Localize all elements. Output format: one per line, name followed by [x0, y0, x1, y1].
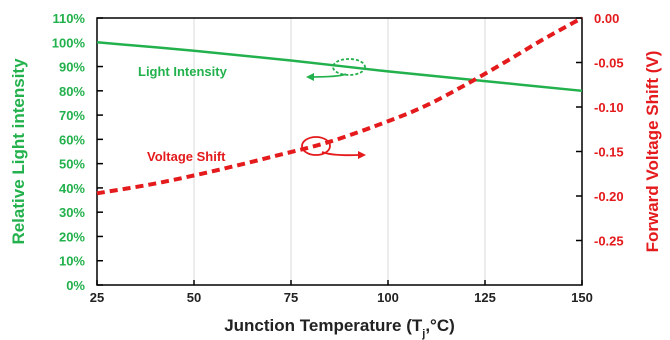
- voltage-shift-label: Voltage Shift: [147, 149, 226, 164]
- left-tick-label: 60%: [59, 132, 85, 147]
- right-tick-label: -0.20: [594, 189, 624, 204]
- x-axis-title-main: Junction Temperature (T: [224, 316, 423, 335]
- right-tick-label: 0.00: [594, 11, 619, 26]
- left-tick-label: 110%: [52, 11, 85, 26]
- x-tick-label: 50: [187, 290, 201, 305]
- left-tick-label: 20%: [59, 229, 85, 244]
- voltage-shift-arrow-line: [321, 151, 361, 157]
- light-intensity-line: [96, 41, 583, 93]
- light-intensity-arrow-head: [306, 73, 314, 81]
- left-tick-label: 50%: [59, 157, 85, 172]
- left-tick-label: 10%: [59, 254, 85, 269]
- voltage-shift-line: [96, 16, 583, 196]
- left-tick-label: 100%: [52, 35, 86, 50]
- x-axis-title-suffix: ,°C): [425, 316, 454, 335]
- x-tick-label: 150: [571, 290, 593, 305]
- x-tick-label: 75: [284, 290, 298, 305]
- right-tick-label: -0.10: [594, 100, 624, 115]
- series-layer: [96, 16, 583, 196]
- x-tick-label: 100: [377, 290, 399, 305]
- voltage-shift-arrow-head: [358, 151, 366, 159]
- right-tick-label: -0.05: [594, 56, 624, 71]
- annotation-layer: Light Intensity Voltage Shift: [138, 58, 366, 164]
- light-intensity-label: Light Intensity: [138, 64, 228, 79]
- x-axis-ticks: 25 50 75 100 125 150: [90, 280, 593, 305]
- x-tick-label: 125: [474, 290, 496, 305]
- left-axis-title: Relative Light intensity: [9, 58, 28, 245]
- right-axis-title: Forward Voltage Shift (V): [643, 51, 662, 253]
- left-tick-label: 30%: [59, 205, 85, 220]
- left-tick-label: 90%: [59, 60, 85, 75]
- right-tick-label: -0.25: [594, 234, 624, 249]
- x-axis-title-subscript: j: [421, 328, 425, 340]
- x-tick-label: 25: [90, 290, 104, 305]
- voltage-shift-marker-ellipse: [301, 136, 331, 156]
- right-axis-ticks: 0.00 -0.05 -0.10 -0.15 -0.20 -0.25: [576, 11, 624, 249]
- x-axis-title: Junction Temperature (Tj,°C): [224, 316, 455, 340]
- left-axis-ticks: 0% 10% 20% 30% 40% 50% 60% 70% 80% 90% 100% 110%: [52, 11, 103, 293]
- left-tick-label: 40%: [59, 181, 85, 196]
- left-tick-label: 80%: [59, 84, 85, 99]
- right-tick-label: -0.15: [594, 145, 624, 160]
- light-intensity-marker-ellipse: [332, 58, 366, 76]
- left-tick-label: 0%: [66, 278, 85, 293]
- left-tick-label: 70%: [59, 108, 85, 123]
